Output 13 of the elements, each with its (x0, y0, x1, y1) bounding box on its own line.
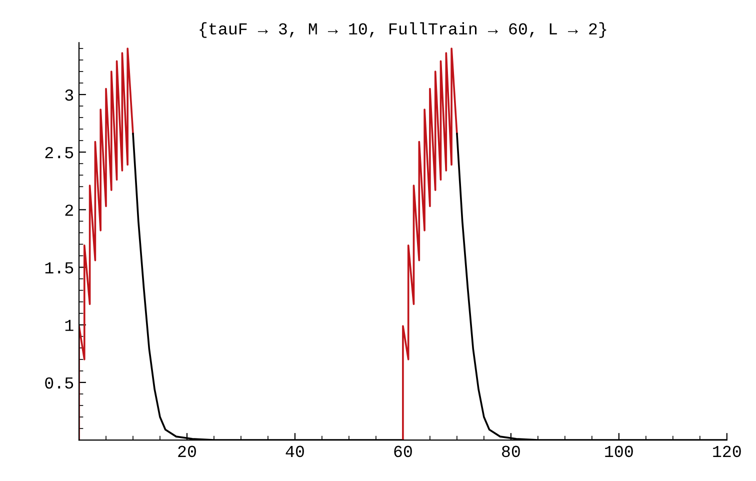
y-tick-label: 2 (65, 204, 73, 216)
y-tick-label: 1.5 (45, 262, 74, 274)
y-tick-label: 3 (65, 89, 74, 101)
x-tick-label: 100 (605, 446, 633, 458)
x-tick-label: 40 (286, 446, 304, 458)
y-tick-label: 0.5 (45, 377, 74, 389)
x-tick-label: 60 (394, 446, 412, 458)
x-tick-label: 20 (178, 446, 196, 458)
y-tick-label: 1 (65, 320, 74, 331)
x-tick-label: 120 (713, 446, 741, 458)
chart-title: {tauF → 3, M → 10, FullTrain → 60, L → 2} (200, 22, 606, 38)
y-tick-label: 2.5 (45, 147, 74, 158)
x-tick-label: 80 (502, 446, 520, 458)
